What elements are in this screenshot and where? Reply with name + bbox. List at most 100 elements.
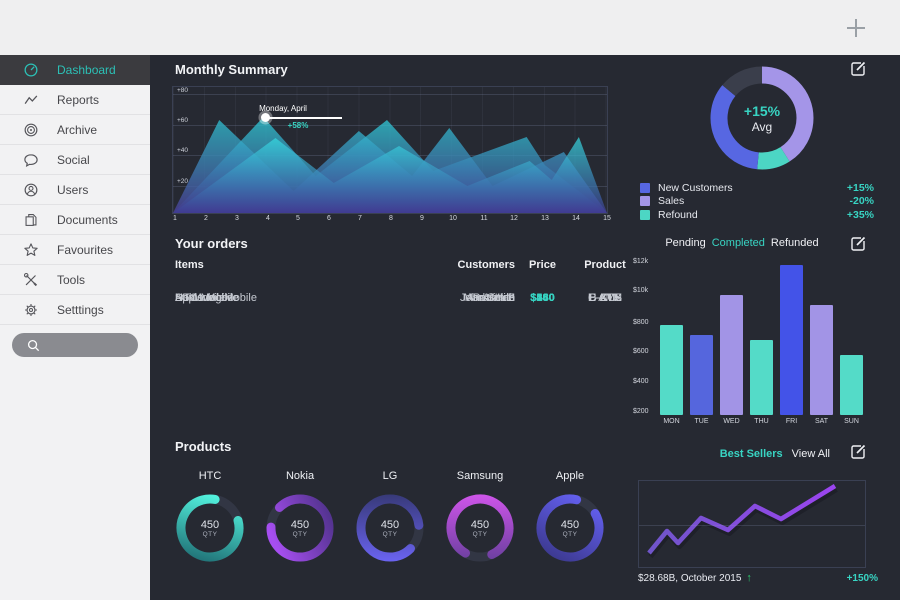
x-axis-tick: 15 [603,215,611,222]
products-row: HTC 450 QTY Nokia [165,470,615,566]
product-qty: 450 [380,518,400,531]
add-button[interactable] [842,14,870,42]
legend-label: Refound [658,208,698,221]
x-axis-label: SUN [844,418,859,425]
x-axis-tick: 2 [204,215,208,222]
tab-refunded[interactable]: Refunded [770,237,819,249]
product-unit: QTY [382,530,398,538]
tab-pending[interactable]: Pending [665,237,706,249]
x-axis-label: MON [663,418,680,425]
product-qty: 450 [560,518,580,531]
edit-icon[interactable] [848,234,868,254]
speech-bubble-icon [24,153,38,167]
cell-customer: John Smith [459,291,515,304]
sidebar-item-label: Favourites [57,242,114,257]
donut-gauge [356,494,424,562]
monthly-summary-chart: +80 +60 +40 +20 Monday, April +58% [172,86,608,214]
cell-price: $440 [530,291,555,304]
sidebar-item-label: Tools [57,272,86,287]
sidebar-item-tools[interactable]: Tools [0,265,150,295]
user-circle-icon [24,183,38,196]
avg-value: +15% [743,102,781,119]
y-axis-label: $400 [633,378,649,385]
cell-price: $580 [530,291,555,304]
tools-icon [23,272,38,286]
sidebar-item-label: Documents [57,212,118,227]
cell-customer: Patrick J [472,291,515,304]
donut-legend: New Customers +15% Sales -20% Refound +3… [640,181,874,222]
cell-product: B-ZTF [589,291,621,304]
edit-icon[interactable] [848,442,868,462]
main-content: Monthly Summary +80 +60 +40 +20 [150,55,900,600]
sidebar-item-settings[interactable]: Setttings [0,295,150,325]
table-row[interactable]: LG Mobile Anna Han $580 F-AMS [150,283,640,312]
disc-icon [24,123,38,136]
x-axis-label: FRI [785,418,798,425]
cell-customer: Mark Mule [463,291,515,304]
table-row[interactable]: Samsung Mobile John Smith $360 C-ATM [150,283,640,312]
y-axis-label: $10k [633,287,649,294]
weekly-bars-panel: Pending Completed Refunded $12k $10k $80… [630,230,884,440]
search-icon [27,339,40,351]
sidebar-item-dashboard[interactable]: Dashboard [0,55,150,85]
sidebar-item-label: Reports [57,92,100,107]
legend-item: New Customers +15% [640,181,874,195]
product-qty: 450 [470,518,490,531]
donut-gauge [266,494,334,562]
col-header-product: Product [584,259,626,271]
y-axis-label: $800 [633,319,649,326]
table-row[interactable]: HTC Mobile Alan B $280 B-ZTF [150,283,640,312]
donut-segment-refound [710,66,814,170]
orders-table-header: Items Customers Price Product [150,259,640,271]
table-row[interactable]: Apple Mobile Patrick J $440 E-CYX [150,283,640,312]
documents-icon [25,213,37,226]
sidebar-item-users[interactable]: Users [0,175,150,205]
sidebar-item-social[interactable]: Social [0,145,150,175]
trend-line [647,484,838,559]
product-gauge-htc: HTC 450 QTY [165,470,255,566]
y-axis-tick: +20 [177,178,189,185]
col-header-price: Price [529,259,556,271]
y-axis-tick: +60 [177,117,189,124]
area-series [173,117,607,213]
sidebar-item-favourites[interactable]: Favourites [0,235,150,265]
view-all-link[interactable]: View All [791,448,830,460]
best-sellers-panel: Best Sellers View All $28.68B, October 2… [630,440,884,600]
orders-title: Your orders [175,236,248,251]
bar-thu [750,340,773,415]
gridline [173,94,607,95]
legend-swatch [640,196,650,207]
product-gauge-lg: LG 450 QTY [345,470,435,566]
cell-customer: Alan B [482,291,515,304]
product-gauge-nokia: Nokia 450 QTY [255,470,345,566]
dashboard-clock-icon [24,63,38,76]
table-row[interactable]: Nokia Mobile Mark Mule $180 H-KCL [150,283,640,312]
sidebar-item-reports[interactable]: Reports [0,85,150,115]
y-axis-tick: +80 [177,87,189,94]
cell-price: $180 [530,291,555,304]
x-axis-tick: 10 [449,215,457,222]
cell-item: HTC Mobile [175,291,234,304]
cell-item: Nokia Mobile [175,291,239,304]
cell-customer: Anna Han [466,291,515,304]
footer-value: $28.68B, October 2015 [638,572,742,584]
avg-donut-chart [710,66,814,170]
product-qty: 450 [290,518,310,531]
edit-icon[interactable] [848,59,868,79]
bar-sun [840,355,863,415]
col-header-items: Items [175,259,204,271]
product-gauge-apple: Apple 450 QTY [525,470,615,566]
sidebar-item-documents[interactable]: Documents [0,205,150,235]
legend-item: Refound +35% [640,208,874,222]
search-input[interactable] [12,333,138,357]
x-axis-tick: 8 [389,215,393,222]
x-axis-tick: 3 [235,215,239,222]
avg-label: Avg [751,119,773,134]
x-axis-label: WED [723,418,740,425]
x-axis-label: TUE [694,418,709,425]
y-axis-tick: +40 [177,147,189,154]
sidebar-item-archive[interactable]: Archive [0,115,150,145]
tab-completed[interactable]: Completed [711,237,765,249]
bar-sat [810,305,833,415]
best-sellers-link[interactable]: Best Sellers [719,448,783,460]
